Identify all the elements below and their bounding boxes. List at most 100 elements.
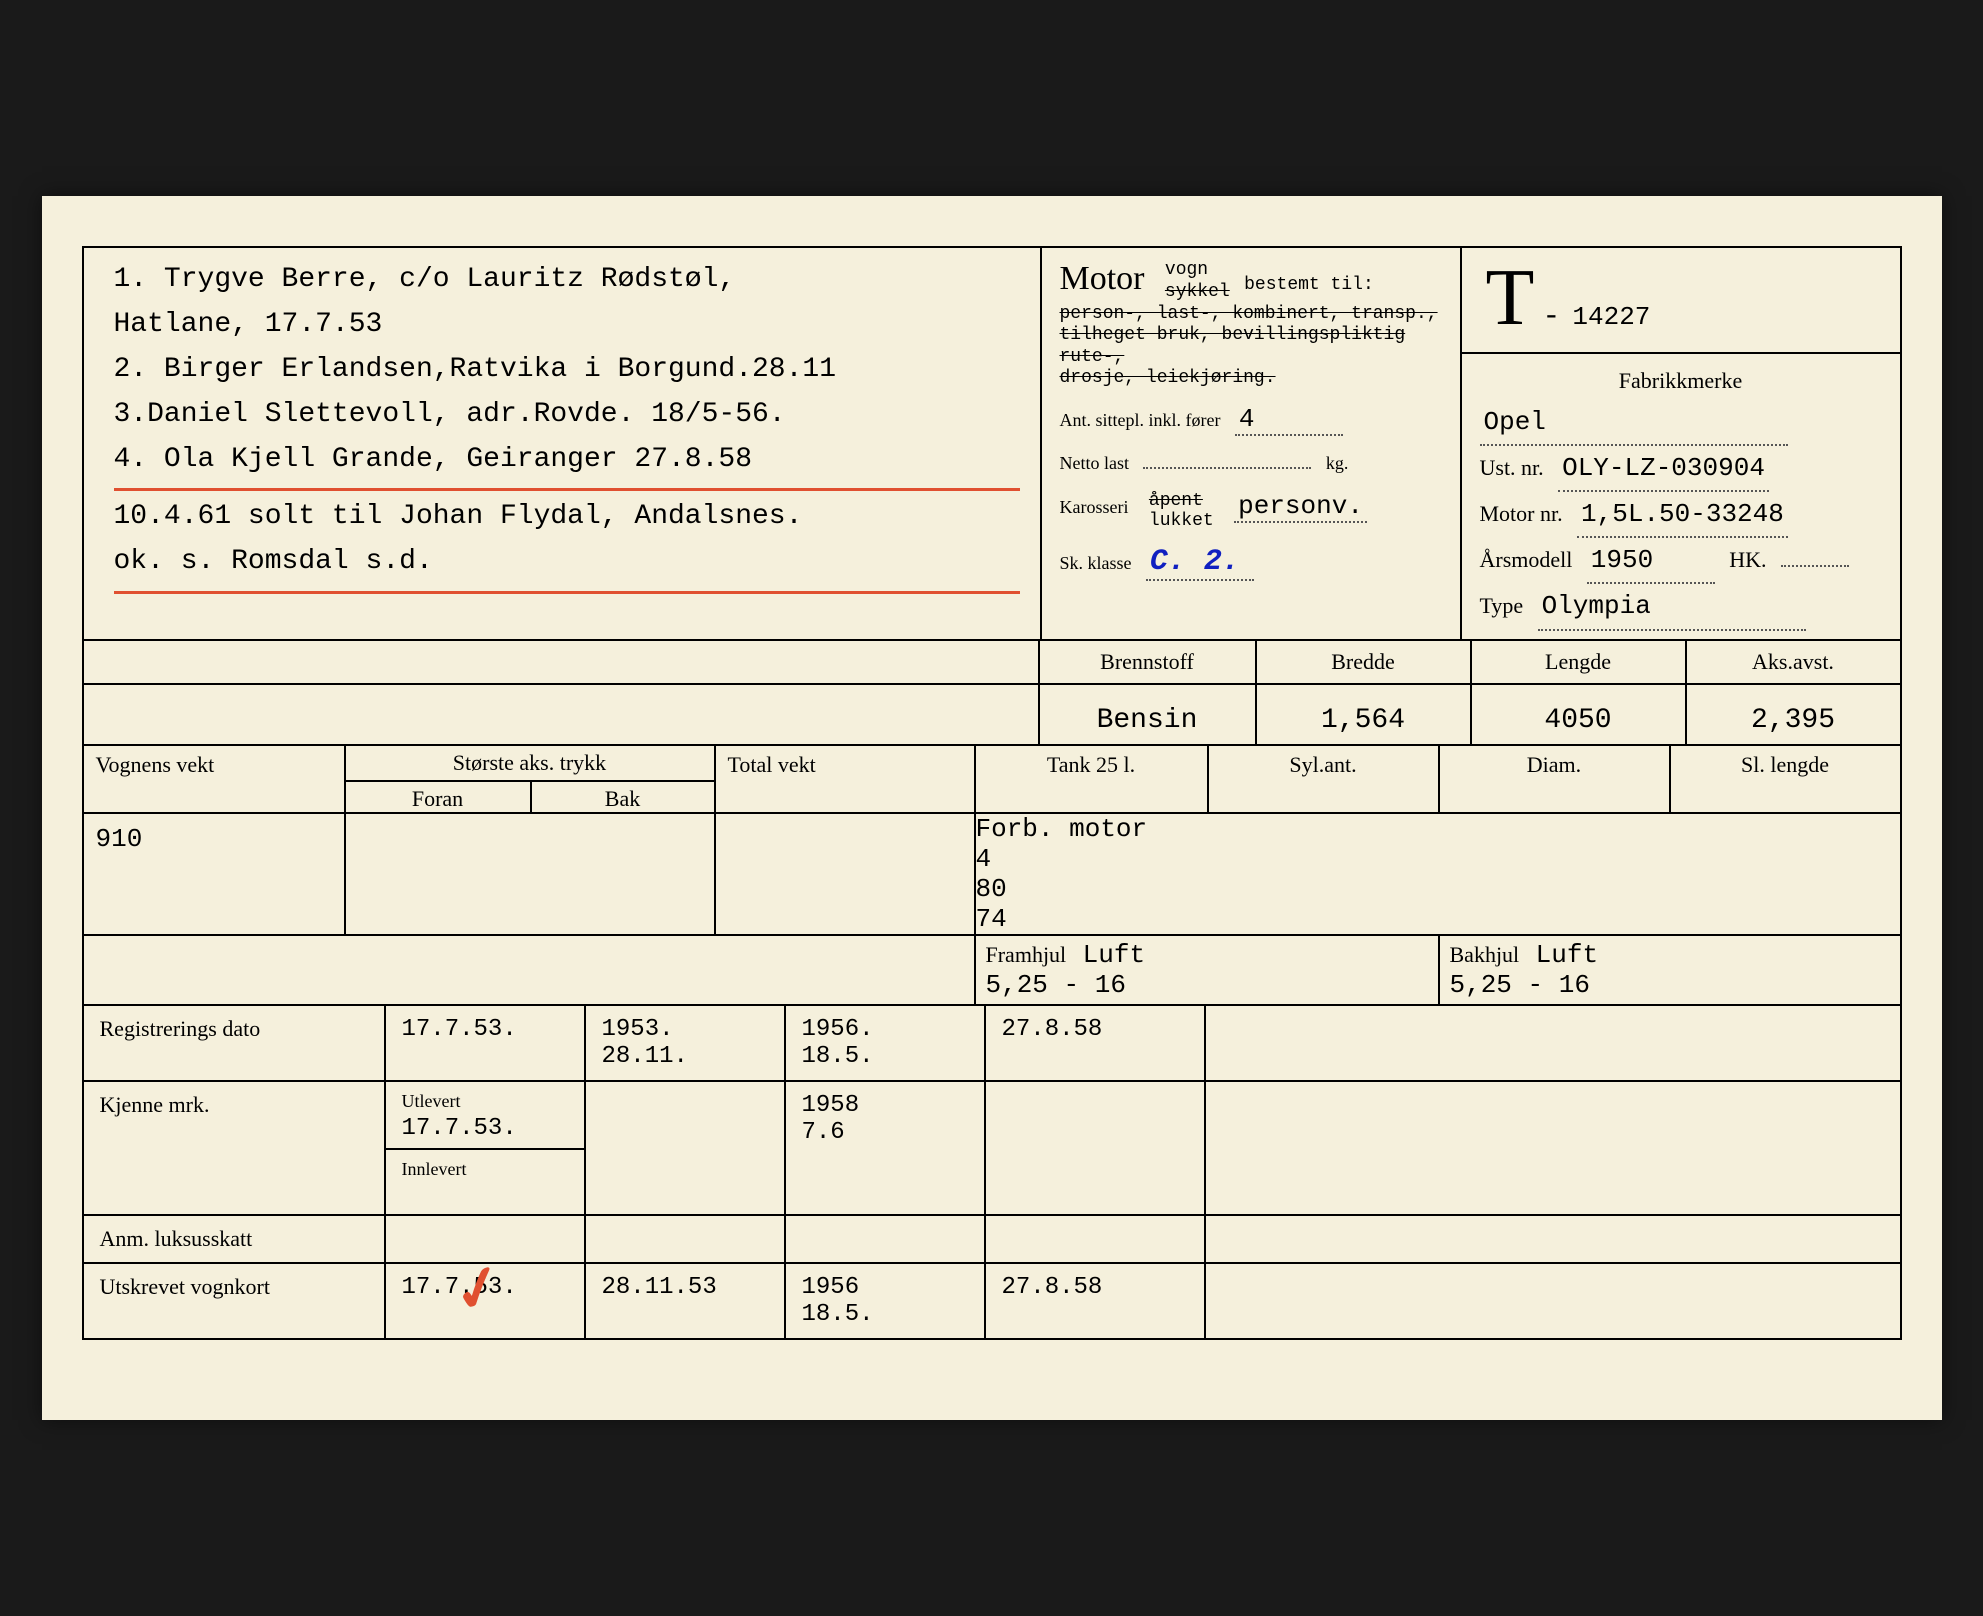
red-divider: [114, 591, 1020, 594]
bakhjul-label: Bakhjul: [1450, 942, 1520, 967]
vognens-vekt-label: Vognens vekt: [84, 746, 344, 812]
plate-prefix: T: [1486, 266, 1535, 330]
sk-klasse-value: C. 2.: [1146, 545, 1254, 581]
utskrevet-1: 17.7.53.: [384, 1264, 584, 1338]
ust-nr-label: Ust. nr.: [1480, 455, 1544, 480]
reg-dato-label: Registrerings dato: [84, 1006, 384, 1080]
reg-dato-4: 27.8.58: [984, 1006, 1204, 1080]
wheels-box: Framhjul Luft 5,25 - 16 Bakhjul Luft 5,2…: [974, 936, 1900, 1004]
innlevert-label: Innlevert: [402, 1159, 467, 1179]
spec-label: Brennstoff: [1040, 641, 1255, 683]
spec-value: Forb. motor: [976, 814, 1900, 844]
motor-nr-value: 1,5L.50-33248: [1577, 492, 1788, 538]
type-value: Olympia: [1538, 584, 1806, 630]
fabrik-box: Fabrikkmerke Opel Ust. nr. OLY-LZ-030904…: [1462, 354, 1900, 638]
bak-label: Bak: [530, 780, 714, 812]
spec-value: 4050: [1470, 685, 1685, 744]
reg-dato-3: 1956. 18.5.: [784, 1006, 984, 1080]
anm-label: Anm. luksusskatt: [84, 1216, 384, 1262]
sittepl-label: Ant. sittepl. inkl. fører: [1060, 410, 1221, 430]
aks-empty: [344, 814, 714, 934]
vogn-label: vogn: [1165, 260, 1208, 280]
usage-line: drosje, leiekjøring.: [1060, 368, 1442, 390]
utskrevet-4: 27.8.58: [984, 1264, 1204, 1338]
kjenne-c4: [984, 1082, 1204, 1214]
spec-label: Lengde: [1470, 641, 1685, 683]
kg-label: kg.: [1326, 453, 1349, 473]
registration-box: T - 14227 Fabrikkmerke Opel Ust. nr. OLY…: [1460, 248, 1900, 638]
arsmodell-label: Årsmodell: [1480, 547, 1573, 572]
spec-label: Syl.ant.: [1207, 746, 1438, 812]
sittepl-value: 4: [1235, 404, 1343, 436]
spec-label: Sl. lengde: [1669, 746, 1900, 812]
spec-left-empty: [84, 685, 1040, 744]
spec-labels: Brennstoff Bredde Lengde Aks.avst.: [1040, 641, 1900, 683]
bakhjul-size: 5,25 - 16: [1450, 970, 1590, 1000]
hk-value: [1781, 565, 1849, 567]
sk-klasse-label: Sk. klasse: [1060, 553, 1132, 573]
total-vekt-empty: [714, 814, 974, 934]
owner-line: 1. Trygve Berre, c/o Lauritz Rødstøl,: [114, 258, 1020, 303]
red-divider: [114, 488, 1020, 491]
kjenne-c2: [584, 1082, 784, 1214]
note-line: ok. s. Romsdal s.d.: [114, 540, 1020, 585]
utskrevet-3: 1956 18.5.: [784, 1264, 984, 1338]
kjenne-row: Kjenne mrk. Utlevert 17.7.53. Innlevert …: [82, 1080, 1902, 1214]
wheels-left-empty: [84, 936, 974, 1004]
utlevert-value: 17.7.53.: [402, 1115, 517, 1142]
fabrikkmerke-value: Opel: [1480, 400, 1788, 446]
bakhjul-type: Luft: [1536, 940, 1598, 970]
anm-c1: [384, 1216, 584, 1262]
owner-line: Hatlane, 17.7.53: [114, 303, 1020, 348]
owners-box: 1. Trygve Berre, c/o Lauritz Rødstøl, Ha…: [84, 248, 1040, 638]
plate: T - 14227: [1462, 248, 1900, 354]
bestemt-label: bestemt til:: [1244, 275, 1374, 295]
fabrikkmerke-label: Fabrikkmerke: [1480, 362, 1882, 399]
netto-last-value: [1143, 467, 1311, 469]
spec-label: Aks.avst.: [1685, 641, 1900, 683]
plate-number: 14227: [1572, 302, 1650, 332]
wheels-row: Framhjul Luft 5,25 - 16 Bakhjul Luft 5,2…: [82, 934, 1902, 1004]
framhjul-type: Luft: [1083, 940, 1145, 970]
owner-line: 3.Daniel Slettevoll, adr.Rovde. 18/5-56.: [114, 393, 1020, 438]
total-vekt-label: Total vekt: [714, 746, 974, 812]
anm-row: Anm. luksusskatt: [82, 1214, 1902, 1262]
spec2-values: Forb. motor 4 80 74: [974, 814, 1900, 934]
spec-value: 74: [976, 904, 1900, 934]
spec-value: 80: [976, 874, 1900, 904]
spec-value: 2,395: [1685, 685, 1900, 744]
reg-dato-row: Registrerings dato 17.7.53. 1953. 28.11.…: [82, 1004, 1902, 1080]
framhjul-label: Framhjul: [986, 942, 1067, 967]
spec-value: 4: [976, 844, 1900, 874]
usage-line: person-, last-, kombinert, transp.,: [1060, 304, 1442, 326]
registration-card: 1. Trygve Berre, c/o Lauritz Rødstøl, Ha…: [42, 196, 1942, 1419]
arsmodell-value: 1950: [1587, 538, 1715, 584]
utskrevet-empty: [1204, 1264, 1900, 1338]
innlevert-value: 1958 7.6: [784, 1082, 984, 1214]
utskrevet-2: 28.11.53: [584, 1264, 784, 1338]
spec-left-empty: [84, 641, 1040, 683]
top-section: 1. Trygve Berre, c/o Lauritz Rødstøl, Ha…: [82, 246, 1902, 638]
kjenne-c5: [1204, 1082, 1900, 1214]
reg-dato-1: 17.7.53.: [384, 1006, 584, 1080]
anm-c4: [984, 1216, 1204, 1262]
lukket-label: lukket: [1149, 511, 1214, 531]
reg-dato-empty: [1204, 1006, 1900, 1080]
ust-nr-value: OLY-LZ-030904: [1558, 446, 1769, 492]
spec-label: Diam.: [1438, 746, 1669, 812]
spec-label: Tank 25 l.: [976, 746, 1207, 812]
spec-values: Bensin 1,564 4050 2,395: [1040, 685, 1900, 744]
utskrevet-label: Utskrevet vognkort: [84, 1264, 384, 1338]
motor-heading: Motor: [1060, 260, 1145, 297]
spec-band-1: Brennstoff Bredde Lengde Aks.avst.: [82, 639, 1902, 683]
aks-trykk-label: Største aks. trykk: [346, 746, 714, 780]
weight-header: Vognens vekt Største aks. trykk Foran Ba…: [82, 744, 1902, 812]
apent-strike: åpent: [1149, 491, 1203, 511]
spec-value: 1,564: [1255, 685, 1470, 744]
spec-label: Bredde: [1255, 641, 1470, 683]
reg-dato-2: 1953. 28.11.: [584, 1006, 784, 1080]
usage-line: tilheget bruk, bevillingspliktig rute-,: [1060, 325, 1442, 368]
type-label: Type: [1480, 593, 1524, 618]
kjenne-label: Kjenne mrk.: [84, 1082, 384, 1214]
spec2-labels: Tank 25 l. Syl.ant. Diam. Sl. lengde: [974, 746, 1900, 812]
